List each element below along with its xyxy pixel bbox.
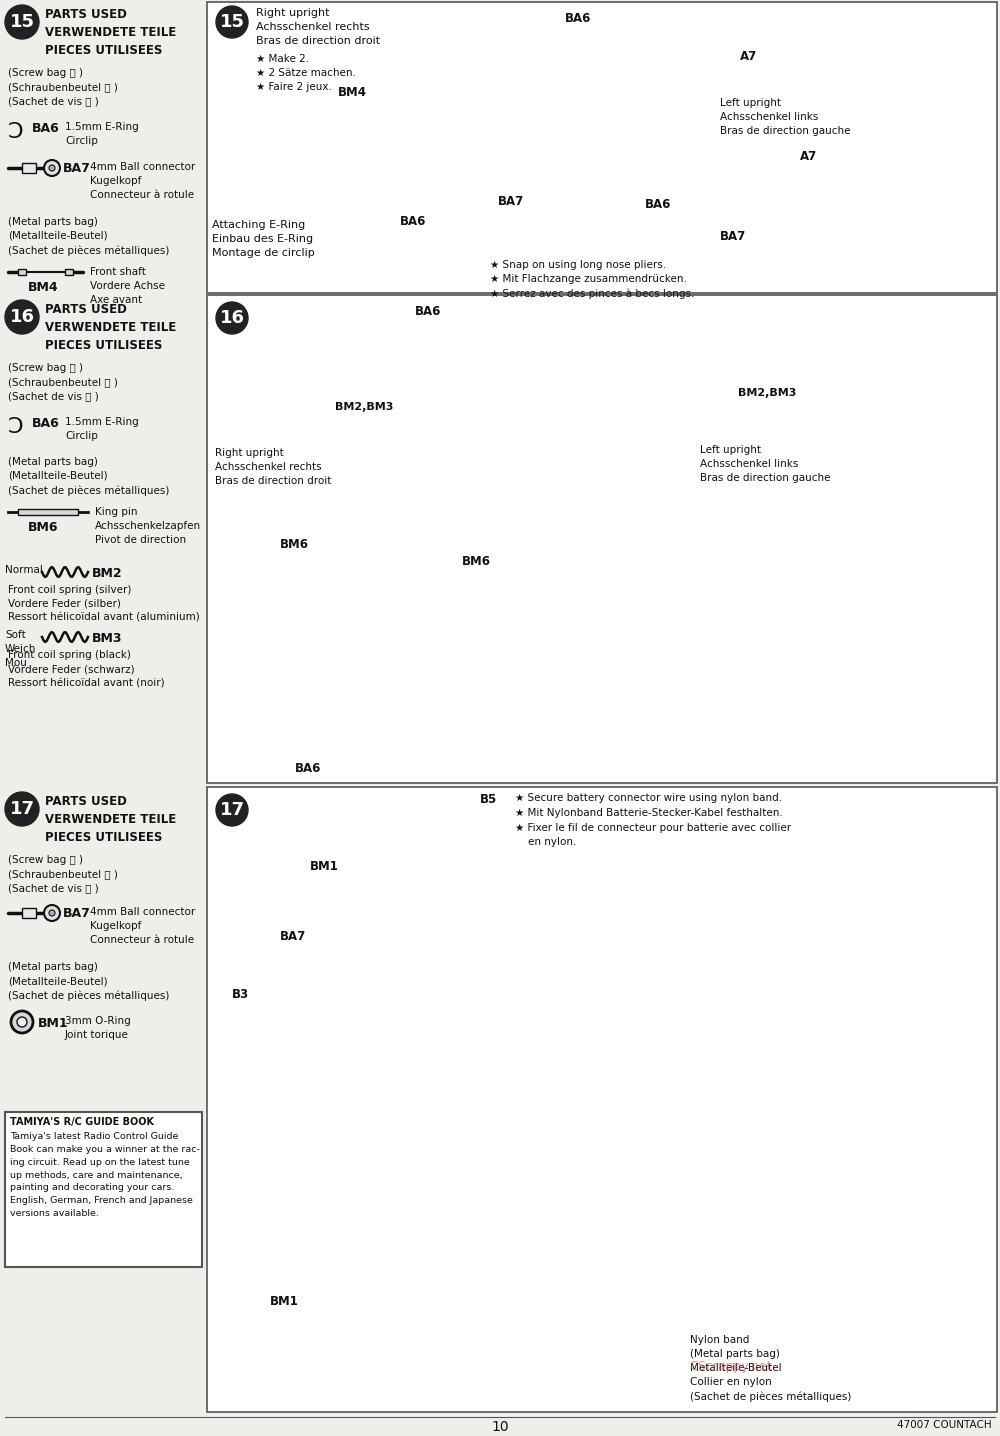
Text: King pin
Achsschenkelzapfen
Pivot de direction: King pin Achsschenkelzapfen Pivot de dir… [95, 507, 201, 546]
Text: Attaching E-Ring
Einbau des E-Ring
Montage de circlip: Attaching E-Ring Einbau des E-Ring Monta… [212, 220, 315, 258]
Text: BM1: BM1 [270, 1295, 299, 1308]
Text: Front shaft
Vordere Achse
Axe avant: Front shaft Vordere Achse Axe avant [90, 267, 165, 304]
Text: BA6: BA6 [645, 198, 671, 211]
Text: (Screw bag Ⓐ )
(Schraubenbeutel Ⓐ )
(Sachet de vis Ⓐ ): (Screw bag Ⓐ ) (Schraubenbeutel Ⓐ ) (Sac… [8, 854, 118, 893]
Text: (Metal parts bag)
(Metallteile-Beutel)
(Sachet de pièces métalliques): (Metal parts bag) (Metallteile-Beutel) (… [8, 457, 169, 495]
Text: 16: 16 [220, 309, 244, 327]
Circle shape [49, 910, 55, 916]
Text: BA7: BA7 [280, 931, 306, 943]
Text: PARTS USED
VERWENDETE TEILE
PIECES UTILISEES: PARTS USED VERWENDETE TEILE PIECES UTILI… [45, 796, 176, 844]
Text: BM3: BM3 [92, 632, 122, 645]
Circle shape [5, 793, 39, 826]
Text: BA6: BA6 [32, 122, 60, 135]
Bar [18, 508, 78, 516]
Text: BM1: BM1 [310, 860, 339, 873]
Text: Tamiya's latest Radio Control Guide
Book can make you a winner at the rac-
ing c: Tamiya's latest Radio Control Guide Book… [10, 1132, 200, 1218]
Circle shape [216, 6, 248, 37]
Text: 3mm O-Ring
Joint torique: 3mm O-Ring Joint torique [65, 1017, 131, 1040]
Bar [207, 294, 997, 783]
Circle shape [17, 1017, 27, 1027]
Bar [207, 1, 997, 293]
Text: 17: 17 [220, 801, 244, 819]
Text: BM2,BM3: BM2,BM3 [738, 388, 796, 398]
Text: 4mm Ball connector
Kugelkopf
Connecteur à rotule: 4mm Ball connector Kugelkopf Connecteur … [90, 908, 195, 945]
Text: 15: 15 [10, 13, 34, 32]
Text: ★ Make 2.
★ 2 Sätze machen.
★ Faire 2 jeux.: ★ Make 2. ★ 2 Sätze machen. ★ Faire 2 je… [256, 55, 356, 92]
Text: (Screw bag Ⓐ )
(Schraubenbeutel Ⓐ )
(Sachet de vis Ⓐ ): (Screw bag Ⓐ ) (Schraubenbeutel Ⓐ ) (Sac… [8, 363, 118, 401]
Text: BM1: BM1 [38, 1017, 69, 1030]
Circle shape [216, 794, 248, 826]
Text: CScrappy.net: CScrappy.net [689, 1360, 771, 1373]
Bar [22, 908, 36, 918]
Bar [207, 787, 997, 1412]
Text: BM6: BM6 [462, 554, 491, 569]
Text: BM6: BM6 [28, 521, 58, 534]
Text: ★ Secure battery connector wire using nylon band.
★ Mit Nylonband Batterie-Steck: ★ Secure battery connector wire using ny… [515, 793, 791, 847]
Text: 17: 17 [10, 800, 34, 819]
Text: BM2: BM2 [92, 567, 123, 580]
Text: A7: A7 [740, 50, 757, 63]
Text: B3: B3 [232, 988, 249, 1001]
Circle shape [44, 159, 60, 177]
Text: PARTS USED
VERWENDETE TEILE
PIECES UTILISEES: PARTS USED VERWENDETE TEILE PIECES UTILI… [45, 303, 176, 352]
Text: (Screw bag Ⓐ )
(Schraubenbeutel Ⓐ )
(Sachet de vis Ⓐ ): (Screw bag Ⓐ ) (Schraubenbeutel Ⓐ ) (Sac… [8, 67, 118, 106]
Text: 1.5mm E-Ring
Circlip: 1.5mm E-Ring Circlip [65, 122, 139, 146]
Circle shape [11, 1011, 33, 1032]
Bar [18, 269, 26, 276]
Text: BA7: BA7 [720, 230, 746, 243]
Circle shape [5, 300, 39, 335]
Text: 10: 10 [491, 1420, 509, 1435]
Text: BA6: BA6 [565, 11, 591, 24]
Text: Nylon band
(Metal parts bag)
Metallteile-Beutel
Collier en nylon
(Sachet de pièc: Nylon band (Metal parts bag) Metallteile… [690, 1335, 851, 1402]
Text: BA7: BA7 [498, 195, 524, 208]
Text: BM2,BM3: BM2,BM3 [335, 402, 393, 412]
Text: BA7: BA7 [63, 162, 91, 175]
Text: BA6: BA6 [400, 215, 426, 228]
Text: BM6: BM6 [280, 538, 309, 551]
Bar [65, 269, 73, 276]
Text: Left upright
Achsschenkel links
Bras de direction gauche: Left upright Achsschenkel links Bras de … [700, 445, 830, 482]
Circle shape [216, 302, 248, 335]
Text: BA7: BA7 [63, 908, 91, 920]
Text: 4mm Ball connector
Kugelkopf
Connecteur à rotule: 4mm Ball connector Kugelkopf Connecteur … [90, 162, 195, 200]
Text: Front coil spring (black)
Vordere Feder (schwarz)
Ressort hélicoïdal avant (noir: Front coil spring (black) Vordere Feder … [8, 651, 165, 688]
Text: Left upright
Achsschenkel links
Bras de direction gauche: Left upright Achsschenkel links Bras de … [720, 98, 850, 136]
Text: 47007 COUNTACH: 47007 COUNTACH [897, 1420, 992, 1430]
Text: Ɔ: Ɔ [8, 416, 24, 437]
Text: Right upright
Achsschenkel rechts
Bras de direction droit: Right upright Achsschenkel rechts Bras d… [256, 9, 380, 46]
Text: 16: 16 [10, 307, 34, 326]
Text: PARTS USED
VERWENDETE TEILE
PIECES UTILISEES: PARTS USED VERWENDETE TEILE PIECES UTILI… [45, 9, 176, 57]
Text: A7: A7 [800, 149, 817, 164]
Text: BA6: BA6 [295, 763, 321, 775]
Text: Front coil spring (silver)
Vordere Feder (silber)
Ressort hélicoïdal avant (alum: Front coil spring (silver) Vordere Feder… [8, 584, 200, 623]
Text: BA6: BA6 [32, 416, 60, 429]
Circle shape [5, 4, 39, 39]
Text: Right upright
Achsschenkel rechts
Bras de direction droit: Right upright Achsschenkel rechts Bras d… [215, 448, 331, 485]
Text: B5: B5 [480, 793, 497, 806]
Text: BM4: BM4 [28, 281, 59, 294]
Text: (Metal parts bag)
(Metallteile-Beutel)
(Sachet de pièces métalliques): (Metal parts bag) (Metallteile-Beutel) (… [8, 962, 169, 1001]
Text: TAMIYA'S R/C GUIDE BOOK: TAMIYA'S R/C GUIDE BOOK [10, 1117, 154, 1127]
Text: 15: 15 [220, 13, 244, 32]
Text: Normal: Normal [5, 564, 43, 574]
Text: Soft
Weich
Mou: Soft Weich Mou [5, 630, 36, 668]
Circle shape [49, 165, 55, 171]
Bar [22, 164, 36, 172]
Text: ★ Snap on using long nose pliers.
★ Mit Flachzange zusammendrücken.
★ Serrez ave: ★ Snap on using long nose pliers. ★ Mit … [490, 260, 694, 299]
Text: BA6: BA6 [415, 304, 441, 317]
Text: (Metal parts bag)
(Metallteile-Beutel)
(Sachet de pièces métalliques): (Metal parts bag) (Metallteile-Beutel) (… [8, 217, 169, 256]
Bar [5, 1111, 202, 1267]
Circle shape [44, 905, 60, 920]
Text: 1.5mm E-Ring
Circlip: 1.5mm E-Ring Circlip [65, 416, 139, 441]
Text: BM4: BM4 [338, 86, 367, 99]
Text: Ɔ: Ɔ [8, 122, 24, 142]
